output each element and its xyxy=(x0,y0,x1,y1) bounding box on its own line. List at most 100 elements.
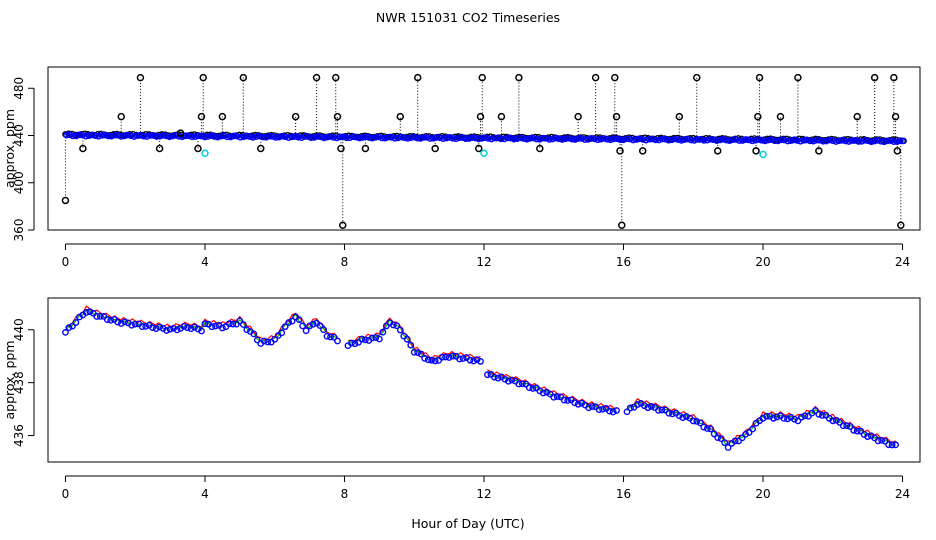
baseline-blue-point xyxy=(385,133,392,141)
series-blue-point xyxy=(309,320,317,328)
baseline-blue-point xyxy=(320,134,328,142)
baseline-blue-point xyxy=(275,133,283,141)
series-blue-point xyxy=(82,309,90,316)
baseline-blue-point xyxy=(159,131,167,139)
series-blue-point xyxy=(742,430,749,438)
baseline-blue-point xyxy=(871,137,878,145)
series-blue-point xyxy=(362,336,369,344)
x-tick-label: 12 xyxy=(476,255,491,269)
x-tick-label: 12 xyxy=(476,487,491,501)
series-blue-point xyxy=(707,425,715,433)
series-blue-point xyxy=(348,339,355,347)
baseline-blue-point xyxy=(507,134,515,142)
series-blue-point xyxy=(784,415,791,423)
baseline-blue-point xyxy=(336,133,344,141)
series-blue-point xyxy=(260,337,268,345)
baseline-blue-point xyxy=(546,135,553,143)
spike-point xyxy=(79,144,87,153)
baseline-blue-point xyxy=(768,136,775,144)
series-blue-point xyxy=(170,324,177,332)
spike-point xyxy=(176,129,185,137)
series-blue-point xyxy=(327,333,334,341)
baseline-blue-point xyxy=(497,135,505,143)
series-blue-point xyxy=(431,357,439,365)
series-blue-point xyxy=(714,434,722,442)
baseline-blue-point xyxy=(829,137,837,144)
baseline-blue-point xyxy=(800,137,808,144)
baseline-blue-point xyxy=(710,136,717,144)
series-blue-point xyxy=(229,320,237,328)
baseline-blue-point xyxy=(191,133,199,140)
baseline-blue-point xyxy=(82,132,90,140)
baseline-blue-point xyxy=(520,135,527,142)
baseline-blue-point xyxy=(69,132,77,140)
series-blue-point xyxy=(700,423,708,431)
series-blue-point xyxy=(250,330,258,338)
series-blue-point xyxy=(271,335,279,343)
baseline-blue-point xyxy=(150,132,157,139)
series-blue-point xyxy=(142,323,150,330)
series-blue-point xyxy=(857,427,865,435)
baseline-blue-point xyxy=(401,134,408,142)
baseline-blue-point xyxy=(694,135,701,143)
baseline-blue-point xyxy=(224,133,231,141)
baseline-blue-point xyxy=(478,134,486,142)
baseline-blue-point xyxy=(339,133,347,141)
spike-point xyxy=(199,73,207,82)
series-blue-point xyxy=(421,354,429,362)
baseline-blue-point xyxy=(156,132,164,140)
baseline-blue-point xyxy=(787,137,795,144)
baseline-blue-point xyxy=(581,136,589,143)
baseline-blue-point xyxy=(732,136,740,143)
baseline-blue-point xyxy=(330,134,338,141)
baseline-blue-point xyxy=(761,137,769,145)
baseline-blue-point xyxy=(504,134,511,142)
baseline-blue-point xyxy=(130,133,138,140)
series-blue-point xyxy=(316,322,324,330)
baseline-blue-point xyxy=(494,134,502,142)
baseline-blue-point xyxy=(346,134,354,142)
series-blue-point xyxy=(829,417,837,425)
series-blue-point xyxy=(375,335,383,343)
baseline-blue-point xyxy=(655,136,663,144)
baseline-blue-point xyxy=(85,132,93,139)
series-red-line xyxy=(487,369,617,410)
spike-point xyxy=(291,112,300,121)
baseline-blue-point xyxy=(198,132,206,140)
series-blue-point xyxy=(281,323,289,331)
series-blue-point xyxy=(749,425,756,433)
baseline-blue-point xyxy=(877,137,885,145)
series-blue-point xyxy=(69,322,76,330)
baseline-blue-point xyxy=(536,135,544,143)
series-blue-point xyxy=(222,323,230,331)
series-blue-point xyxy=(874,437,882,445)
baseline-blue-point xyxy=(822,137,830,145)
baseline-blue-point xyxy=(649,135,656,143)
spike-point xyxy=(497,112,506,121)
series-blue-point xyxy=(703,425,711,432)
series-blue-point xyxy=(721,439,729,447)
baseline-blue-point xyxy=(591,135,598,143)
baseline-blue-point xyxy=(562,135,569,143)
x-tick-label: 24 xyxy=(895,255,910,269)
baseline-blue-point xyxy=(246,133,254,140)
baseline-blue-point xyxy=(555,135,563,143)
series-blue-point xyxy=(278,329,286,337)
series-blue-point xyxy=(149,324,157,331)
series-blue-point xyxy=(201,320,209,328)
series-blue-point xyxy=(885,441,893,449)
baseline-blue-point xyxy=(626,135,634,143)
cyan-point xyxy=(759,150,767,159)
baseline-blue-point xyxy=(372,133,379,141)
series-blue-point xyxy=(588,403,596,410)
series-blue-point xyxy=(644,404,652,412)
spike-point xyxy=(396,112,405,121)
baseline-blue-point xyxy=(568,135,576,143)
spike-point xyxy=(338,221,347,230)
baseline-blue-point xyxy=(848,137,856,144)
baseline-blue-point xyxy=(304,133,312,140)
baseline-blue-point xyxy=(842,137,849,145)
baseline-blue-point xyxy=(121,132,128,140)
baseline-blue-point xyxy=(623,135,631,143)
series-blue-point xyxy=(477,358,484,365)
